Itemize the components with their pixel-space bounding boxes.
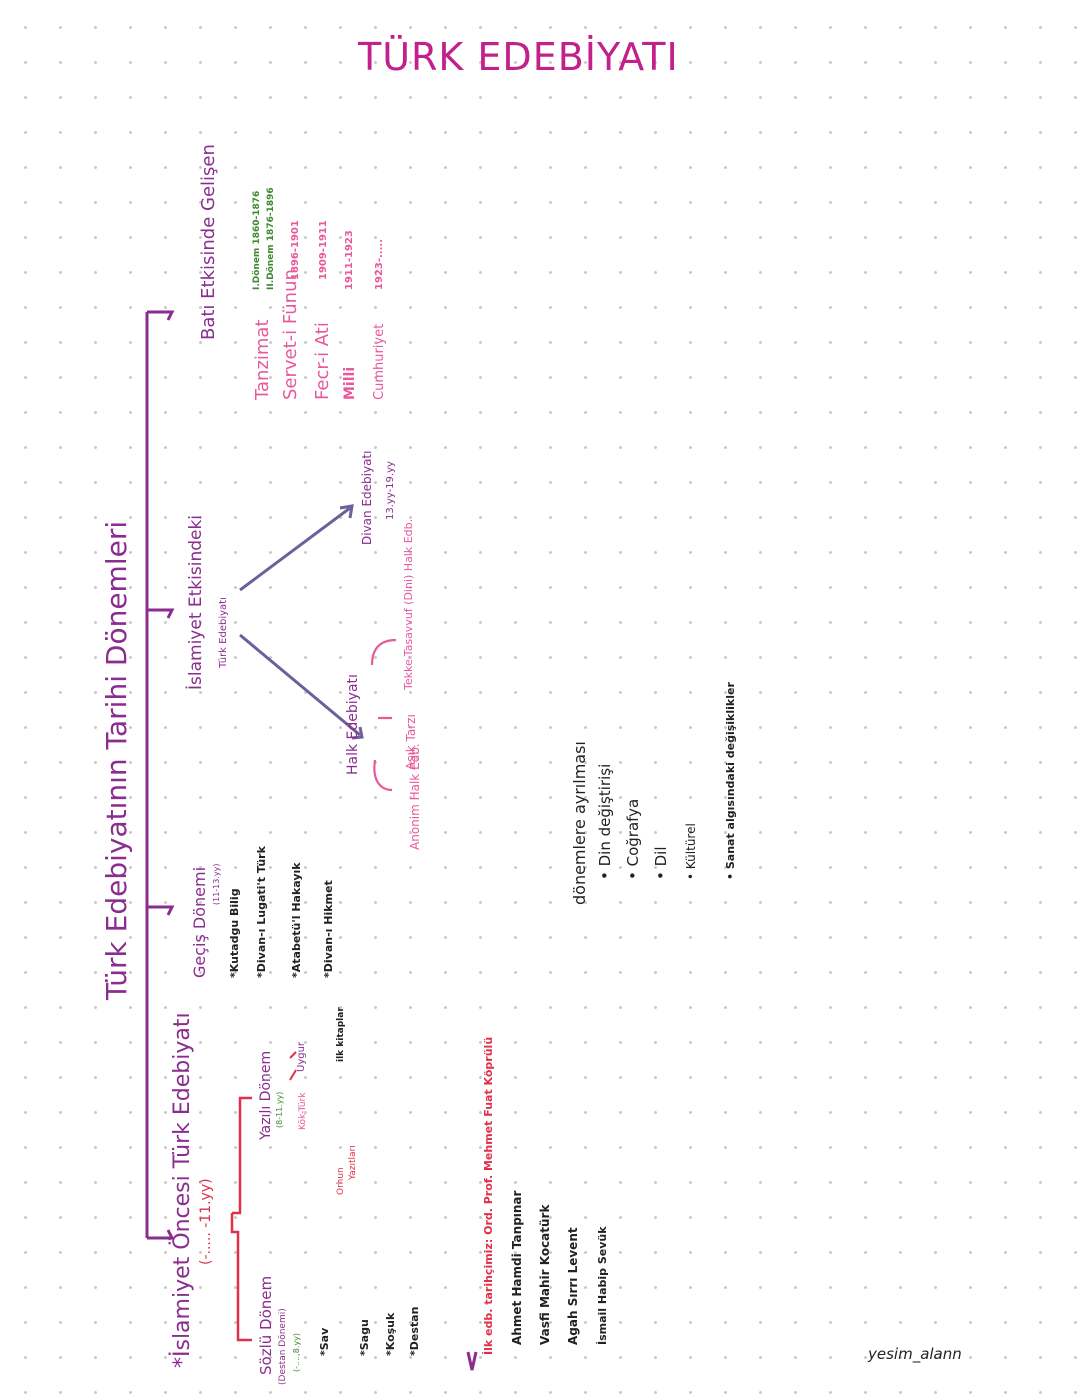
- period-range: 1923-.....: [374, 239, 385, 290]
- divan-arrow: [239, 506, 351, 592]
- historian-name: İsmail Habip Sevük: [596, 1226, 609, 1345]
- historian-name: Agah Sırrı Levent: [566, 1227, 580, 1345]
- uygur-label: Uygur: [296, 1041, 307, 1072]
- asik-label: Aşık Tarzı: [404, 714, 418, 770]
- criteria-heading: dönemlere ayrılması: [570, 741, 589, 905]
- criteria-item: • Sanat algısındaki değişiklikler: [724, 682, 737, 880]
- period-range: II.Dönem 1876-1896: [266, 187, 276, 290]
- oral-subtitle: (Destan Dönemi): [278, 1308, 288, 1385]
- folk-arrow: [239, 633, 361, 737]
- branch-arrow-transition: [147, 905, 175, 916]
- transition-item: *Atabetü'l Hakayık: [290, 862, 303, 978]
- oral-title: Sözlü Dönem: [257, 1275, 275, 1375]
- oral-item: *Sagu: [358, 1319, 371, 1356]
- oral-item: *Destan: [408, 1306, 421, 1356]
- written-title: Yazılı Dönem: [258, 1050, 274, 1140]
- historian-name: Vasfi Mahir Kocatürk: [538, 1204, 552, 1345]
- preislamic-heading: *İslamiyet Öncesi Türk Edebiyatı: [170, 1012, 195, 1368]
- criteria-item: • Kültürel: [684, 823, 698, 880]
- historian-name: Ahmet Hamdi Tanpınar: [510, 1190, 524, 1345]
- transition-range: (11-13.yy): [212, 863, 221, 906]
- bullet-icon: •: [652, 866, 670, 880]
- main-heading: Türk Edebiyatının Tarihi Dönemleri: [100, 520, 133, 1000]
- written-range: (8-11.yy): [275, 1091, 284, 1128]
- uygur-arrow: [289, 1051, 297, 1059]
- written-branch-line: [232, 1096, 252, 1215]
- period-name: Servet-i Fünun: [280, 269, 301, 400]
- islamic-subheading: Türk Edebiyatı: [218, 597, 229, 668]
- historians-marker: [466, 1351, 478, 1371]
- oral-item: *Sav: [318, 1327, 331, 1356]
- period-range: 1909-1911: [318, 220, 329, 280]
- period-name: Tanzimat: [252, 319, 273, 400]
- oral-item: *Koşuk: [384, 1312, 397, 1356]
- kokturk-label: Kök-Türk: [298, 1092, 308, 1130]
- islamic-heading: İslamiyet Etkisindeki: [186, 514, 206, 690]
- transition-title: Geçiş Dönemi: [190, 866, 209, 978]
- transition-item: *Divan-ı Hikmet: [322, 880, 335, 978]
- historians-heading: İlk edb. tarihçimiz: Ord. Prof. Mehmet F…: [482, 1036, 495, 1355]
- period-range: I.Dönem 1860-1876: [252, 190, 262, 290]
- period-range: 1911-1923: [344, 230, 355, 290]
- folk-title: Halk Edebiyatı: [345, 674, 361, 775]
- kokturk-arrow: [289, 1069, 297, 1081]
- preislamic-range: (-..... -11.yy): [198, 1178, 214, 1265]
- page-title: TÜRK EDEBİYATI: [358, 35, 679, 79]
- branch-arrow-preislamic: [147, 1229, 175, 1240]
- tekke-label: Tekke-Tasavvuf (Dini) Halk Edb.: [402, 518, 415, 690]
- period-name: Fecr-i Ati: [312, 322, 333, 400]
- tekke-arrow: [370, 638, 397, 666]
- bullet-icon: •: [624, 866, 642, 880]
- oral-range: (-....,8.yy): [292, 1333, 301, 1372]
- divan-title: Divan Edebiyatı: [360, 450, 374, 545]
- criteria-item: • Coğrafya: [624, 798, 642, 880]
- signature: yesim_alann: [868, 1345, 962, 1363]
- criteria-item: • Din değiştirişi: [596, 763, 614, 880]
- period-name: Cumhuriyet: [372, 323, 387, 400]
- orhun-label: Orhun: [336, 1167, 346, 1195]
- period-name: Milli: [342, 366, 358, 400]
- transition-item: *Kutadgu Bilig: [228, 888, 241, 978]
- bullet-icon: •: [724, 869, 737, 880]
- divan-range: 13.yy-19.yy: [385, 461, 396, 520]
- transition-item: *Divan-ı Lugati't Türk: [255, 846, 268, 978]
- western-heading: Batı Etkisinde Gelişen: [198, 144, 219, 340]
- branch-arrow-west: [147, 310, 175, 321]
- criteria-item: • Dil: [652, 846, 670, 880]
- ilk-kitaplar-label: ilk kitaplar: [336, 1007, 346, 1062]
- branch-arrow-islamic: [147, 608, 175, 619]
- bullet-icon: •: [684, 869, 698, 880]
- bullet-icon: •: [596, 866, 614, 880]
- oral-branch-line: [230, 1213, 252, 1342]
- yazitlari-label: Yazıtları: [348, 1145, 358, 1180]
- anonim-arrow: [373, 759, 393, 792]
- period-range: 1896-1901: [290, 220, 301, 280]
